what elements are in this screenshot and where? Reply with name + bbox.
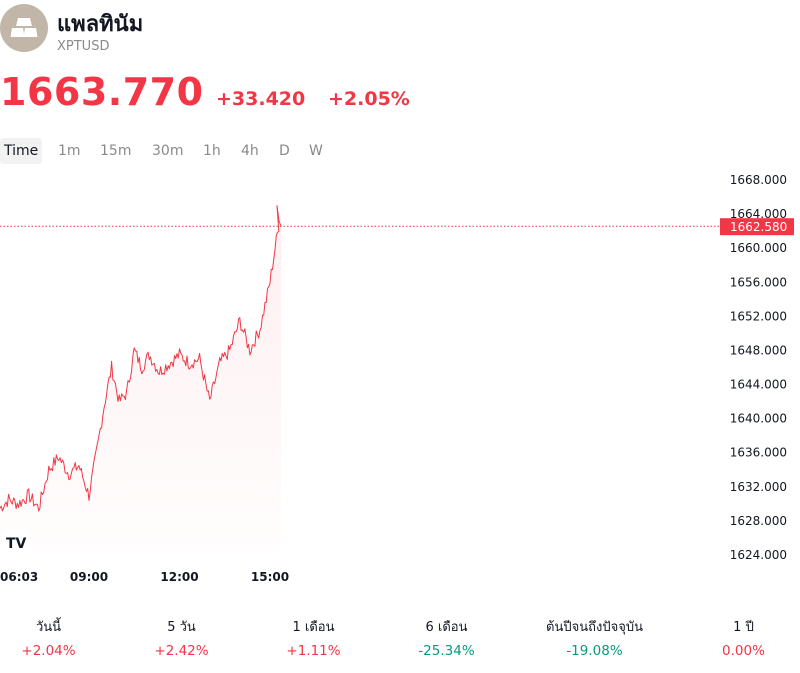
y-tick-label: 1668.000 (730, 173, 787, 187)
perf-5d[interactable]: 5 วัน +2.42% (115, 618, 248, 664)
y-tick-label: 1636.000 (730, 446, 787, 460)
tab-30m[interactable]: 30m (152, 143, 184, 159)
perf-value: +2.42% (154, 643, 209, 659)
tab-d[interactable]: D (279, 143, 290, 159)
perf-6m[interactable]: 6 เดือน -25.34% (380, 618, 513, 664)
series-area (0, 205, 281, 550)
perf-label: 1 ปี (733, 620, 754, 635)
symbol-title: แพลทินัม (57, 12, 144, 37)
y-tick-label: 1632.000 (730, 480, 787, 494)
y-tick-label: 1624.000 (730, 548, 787, 562)
perf-value: +2.04% (21, 643, 76, 659)
price-chart[interactable]: 1668.000 1664.000 1660.000 1656.000 1652.000… (0, 170, 800, 590)
x-tick-label: 06:03 (0, 570, 38, 584)
symbol-header: แพลทินัม XPTUSD (0, 0, 800, 70)
x-tick-label: 12:00 (160, 570, 198, 584)
perf-label: 6 เดือน (425, 620, 468, 635)
y-tick-label: 1664.000 (730, 207, 787, 221)
symbol-ticker: XPTUSD (57, 39, 110, 54)
price-change-percent: +2.05% (328, 88, 410, 110)
series-line (0, 205, 282, 512)
current-price-tag: 1662.580 (0, 218, 794, 236)
price-change: +33.420 (216, 88, 306, 110)
tab-15m[interactable]: 15m (100, 143, 132, 159)
y-tick-label: 1656.000 (730, 275, 787, 289)
current-price-label: 1662.580 (730, 220, 787, 234)
y-tick-label: 1644.000 (730, 378, 787, 392)
tab-time[interactable]: Time (0, 138, 43, 164)
perf-value: -25.34% (418, 643, 475, 659)
perf-value: -19.08% (566, 643, 623, 659)
perf-label: 5 วัน (167, 620, 196, 635)
tab-4h[interactable]: 4h (241, 143, 259, 159)
perf-label: วันนี้ (35, 620, 62, 635)
y-tick-label: 1648.000 (730, 343, 787, 357)
x-tick-label: 09:00 (70, 570, 108, 584)
perf-label: ต้นปีจนถึงปัจจุบัน (546, 620, 643, 635)
y-tick-label: 1628.000 (730, 514, 787, 528)
tab-1h[interactable]: 1h (203, 143, 221, 159)
perf-1y[interactable]: 1 ปี 0.00% (677, 618, 800, 664)
y-tick-label: 1660.000 (730, 241, 787, 255)
performance-row: วันนี้ +2.04% 5 วัน +2.42% 1 เดือน +1.11… (0, 618, 800, 668)
last-price: 1663.770 (0, 70, 204, 114)
x-tick-label: 15:00 (251, 570, 289, 584)
y-axis: 1668.000 1664.000 1660.000 1656.000 1652.000… (730, 173, 787, 562)
perf-ytd[interactable]: ต้นปีจนถึงปัจจุบัน -19.08% (528, 618, 661, 664)
perf-value: +1.11% (286, 643, 341, 659)
metal-bars-icon (0, 4, 48, 52)
perf-value: 0.00% (722, 643, 765, 659)
tab-w[interactable]: W (309, 143, 323, 159)
svg-text:TV: TV (6, 536, 27, 552)
perf-today[interactable]: วันนี้ +2.04% (0, 618, 115, 664)
tab-1m[interactable]: 1m (58, 143, 81, 159)
y-tick-label: 1652.000 (730, 309, 787, 323)
y-tick-label: 1640.000 (730, 412, 787, 426)
plot-area (0, 205, 282, 550)
current-price-badge (720, 218, 794, 236)
quote-row: 1663.770 +33.420 +2.05% (0, 70, 800, 120)
tradingview-logo-icon[interactable]: TV (2, 530, 30, 554)
perf-label: 1 เดือน (292, 620, 335, 635)
perf-1m[interactable]: 1 เดือน +1.11% (247, 618, 380, 664)
x-axis: 06:03 09:00 12:00 15:00 (0, 570, 289, 584)
